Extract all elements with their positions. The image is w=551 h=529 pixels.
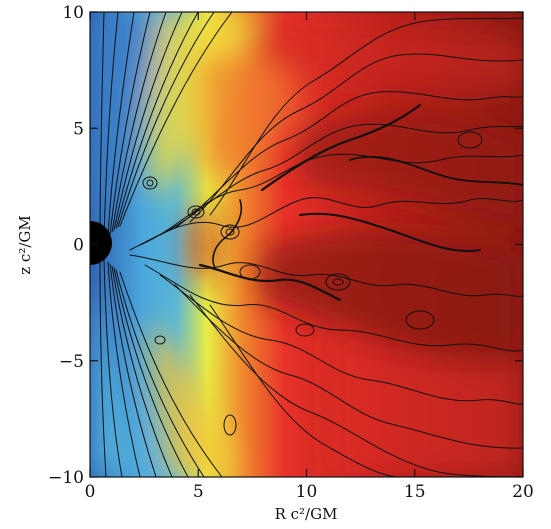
y-tick-label: −10 [48,468,84,488]
x-tick-label: 10 [296,482,318,502]
x-tick-label: 5 [193,482,204,502]
y-tick-label: 0 [73,236,84,256]
plot-area [90,12,523,477]
y-tick-label: −5 [59,352,84,372]
x-tick-label: 20 [512,482,534,502]
x-tick-label: 15 [404,482,426,502]
y-tick-label: 5 [73,119,84,139]
x-axis-title: R c²/GM [275,505,338,523]
y-tick-label: 10 [62,3,84,23]
y-axis-title: z c²/GM [16,215,34,274]
x-tick-label: 0 [85,482,96,502]
